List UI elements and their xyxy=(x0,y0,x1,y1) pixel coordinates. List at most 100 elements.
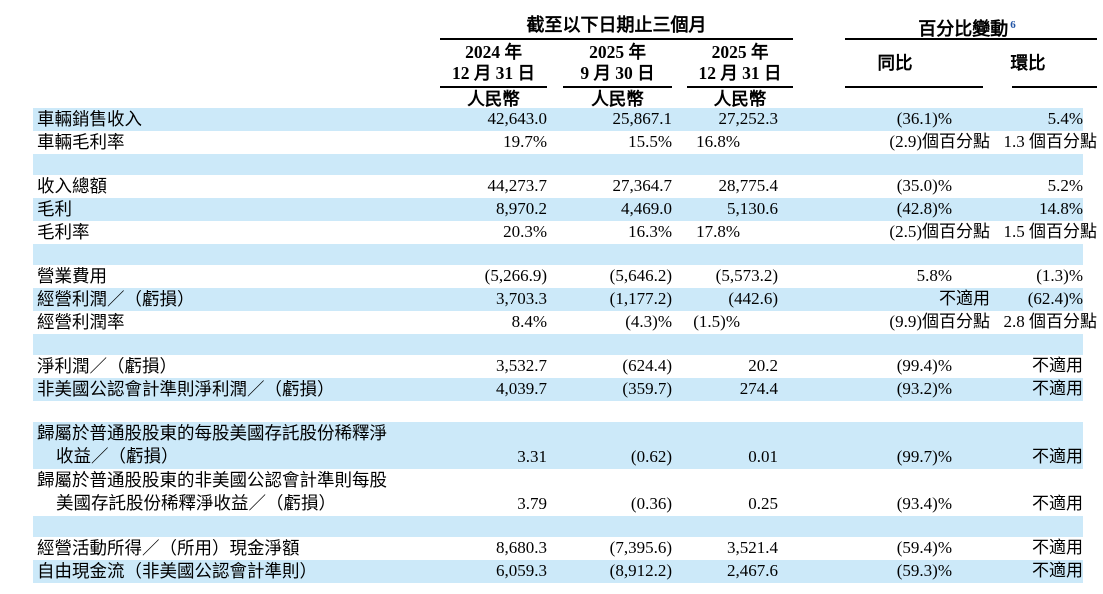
cell-value: (93.2)% xyxy=(896,379,952,398)
cell-value: 16.3% xyxy=(628,222,672,241)
column-header-2025-09-30: 2025 年 9 月 30 日 xyxy=(563,42,672,84)
cell-value: 4,469.0 xyxy=(621,199,672,218)
change-spanner-rule xyxy=(845,38,1097,40)
cell-value: 19.7% xyxy=(503,132,547,151)
cell-value: 28,775.4 xyxy=(718,176,779,195)
row-label: 收入總額 xyxy=(37,176,107,196)
cell-value: (5,646.2) xyxy=(609,266,672,285)
cell-value: 17.8% xyxy=(696,222,740,241)
cell-value: 16.8% xyxy=(696,132,740,151)
cell-value: 5,130.6 xyxy=(727,199,778,218)
cell-value: 42,643.0 xyxy=(487,109,548,128)
column-header-year: 2024 年 xyxy=(465,42,522,62)
footnote-marker: 6 xyxy=(1010,19,1016,31)
column-header-date: 9 月 30 日 xyxy=(580,63,655,83)
cell-value: 15.5% xyxy=(628,132,672,151)
cell-value: 3.31 xyxy=(517,447,547,466)
cell-value: (1.5)% xyxy=(693,312,740,331)
cell-value: 27,252.3 xyxy=(718,109,779,128)
cell-value: 5.8% xyxy=(916,266,952,285)
table-row: 收入總額 44,273.7 27,364.7 28,775.4 (35.0)% 5.2% xyxy=(33,175,1083,198)
cell-value: (5,266.9) xyxy=(484,266,547,285)
change-spanner-label: 百分比變動 xyxy=(918,19,1009,39)
cell-value: 3,703.3 xyxy=(496,289,547,308)
row-label: 營業費用 xyxy=(37,266,107,286)
cell-value: (442.6) xyxy=(728,289,778,308)
column-header-year: 2025 年 xyxy=(711,42,769,62)
cell-value: 不適用 xyxy=(1032,447,1083,466)
row-label: 非美國公認會計準則淨利潤／（虧損） xyxy=(37,379,335,399)
cell-value: 6,059.3 xyxy=(496,561,547,580)
cell-value: (62.4)% xyxy=(1027,289,1083,308)
spacer-row xyxy=(33,516,1083,537)
table-row: 歸屬於普通股股東的每股美國存託股份稀釋淨 收益／（虧損） 3.31 (0.62) 0.0… xyxy=(33,422,1083,469)
cell-value: 不適用 xyxy=(1032,356,1083,375)
cell-value: 27,364.7 xyxy=(612,176,673,195)
cell-value: 25,867.1 xyxy=(612,109,673,128)
table-row: 非美國公認會計準則淨利潤／（虧損） 4,039.7 (359.7) 274.4 (93.… xyxy=(33,378,1083,401)
cell-value: (1,177.2) xyxy=(609,289,672,308)
cell-value: 3,521.4 xyxy=(727,538,778,557)
cell-value: 不適用 xyxy=(1032,538,1083,557)
row-label: 歸屬於普通股股東的每股美國存託股份稀釋淨 收益／（虧損） xyxy=(37,423,387,466)
table-body: 車輛銷售收入 42,643.0 25,867.1 27,252.3 (36.1)% 5.4… xyxy=(33,108,1097,583)
column-rule xyxy=(563,86,672,88)
spacer-row xyxy=(33,334,1083,355)
column-rule xyxy=(440,86,547,88)
row-label: 歸屬於普通股股東的非美國公認會計準則每股 美國存託股份稀釋淨收益／（虧損） xyxy=(37,470,387,513)
cell-value: (59.3)% xyxy=(896,561,952,580)
row-label: 經營利潤／（虧損） xyxy=(37,289,195,309)
cell-value: (1.3)% xyxy=(1036,266,1083,285)
column-rule xyxy=(687,86,793,88)
cell-value: 3,532.7 xyxy=(496,356,547,375)
cell-value: (624.4) xyxy=(622,356,672,375)
cell-value: (59.4)% xyxy=(896,538,952,557)
cell-value: (42.8)% xyxy=(896,199,952,218)
cell-value: 3.79 xyxy=(517,494,547,513)
column-header-2025-12-31: 2025 年 12 月 31 日 xyxy=(687,42,793,84)
column-header-date: 12 月 31 日 xyxy=(451,63,536,83)
column-rule xyxy=(1012,86,1097,88)
cell-value: 14.8% xyxy=(1039,199,1083,218)
cell-value: (99.4)% xyxy=(896,356,952,375)
row-label: 車輛銷售收入 xyxy=(37,109,142,129)
cell-value: (35.0)% xyxy=(896,176,952,195)
currency-header-rmb: 人民幣 xyxy=(713,89,767,109)
cell-value: (0.36) xyxy=(630,494,672,513)
cell-value: (4.3)% xyxy=(625,312,672,331)
column-header-date: 12 月 31 日 xyxy=(698,63,782,83)
spacer-row xyxy=(33,154,1083,175)
cell-value: 0.25 xyxy=(748,494,778,513)
table-row: 毛利率 20.3% 16.3% 17.8% (2.5)個百分點 1.5 個百分點 xyxy=(33,221,1097,244)
cell-value: 44,273.7 xyxy=(487,176,548,195)
cell-value: (9.9)個百分點 xyxy=(889,312,990,331)
row-label: 經營利潤率 xyxy=(37,312,125,332)
row-label: 車輛毛利率 xyxy=(37,132,125,152)
period-spanner-header: 截至以下日期止三個月 xyxy=(440,14,793,36)
table-row: 車輛毛利率 19.7% 15.5% 16.8% (2.9)個百分點 1.3 個百分點 xyxy=(33,131,1097,154)
table-row: 車輛銷售收入 42,643.0 25,867.1 27,252.3 (36.1)% 5.4… xyxy=(33,108,1083,131)
table-row: 毛利 8,970.2 4,469.0 5,130.6 (42.8)% 14.8% xyxy=(33,198,1083,221)
cell-value: (7,395.6) xyxy=(609,538,672,557)
cell-value: 1.3 個百分點 xyxy=(1003,132,1098,151)
spacer-row xyxy=(33,244,1083,265)
column-header-yoy: 同比 xyxy=(877,53,913,73)
column-header-qoq: 環比 xyxy=(1010,53,1046,73)
cell-value: 2,467.6 xyxy=(727,561,778,580)
cell-value: (359.7) xyxy=(622,379,672,398)
cell-value: 不適用 xyxy=(1032,494,1083,513)
cell-value: 20.3% xyxy=(503,222,547,241)
cell-value: (2.9)個百分點 xyxy=(889,132,990,151)
currency-header-rmb: 人民幣 xyxy=(591,89,644,109)
cell-value: 5.4% xyxy=(1047,109,1083,128)
cell-value: (99.7)% xyxy=(896,447,952,466)
table-row: 經營利潤率 8.4% (4.3)% (1.5)% (9.9)個百分點 2.8 個百分點 xyxy=(33,311,1097,334)
row-label: 毛利率 xyxy=(37,222,90,242)
currency-header-rmb: 人民幣 xyxy=(467,89,520,109)
cell-value: (0.62) xyxy=(630,447,672,466)
cell-value: 20.2 xyxy=(748,356,778,375)
change-spanner-header: 百分比變動 6 xyxy=(845,14,1089,40)
cell-value: 不適用 xyxy=(1032,379,1083,398)
table-row: 歸屬於普通股股東的非美國公認會計準則每股 美國存託股份稀釋淨收益／（虧損） 3.79… xyxy=(33,469,1083,516)
